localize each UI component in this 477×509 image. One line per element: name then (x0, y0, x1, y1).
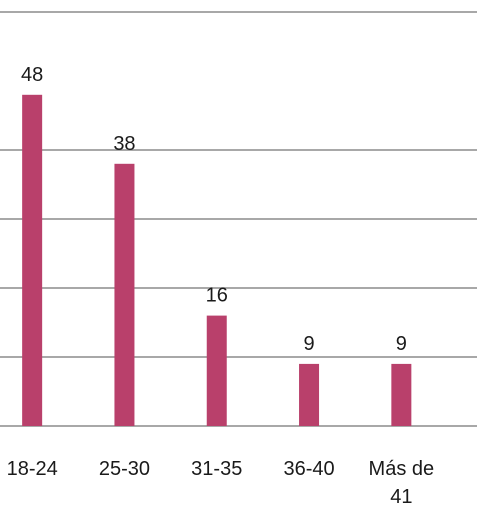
x-tick-label: 25-30 (98, 458, 151, 480)
data-label: 16 (206, 285, 228, 307)
bar (114, 163, 135, 427)
bar (299, 363, 320, 426)
data-label: 38 (113, 133, 135, 155)
bar (391, 363, 412, 426)
x-tick-label: 36-40 (283, 458, 335, 480)
data-label: 9 (396, 333, 407, 355)
data-label: 9 (303, 333, 314, 355)
bar (22, 94, 43, 427)
bar (206, 315, 227, 426)
x-tick-label: 18-24 (6, 458, 58, 480)
x-tick-label: Más de 41 (368, 458, 435, 508)
x-tick-label: 31-35 (191, 458, 243, 480)
data-label: 48 (21, 64, 43, 86)
